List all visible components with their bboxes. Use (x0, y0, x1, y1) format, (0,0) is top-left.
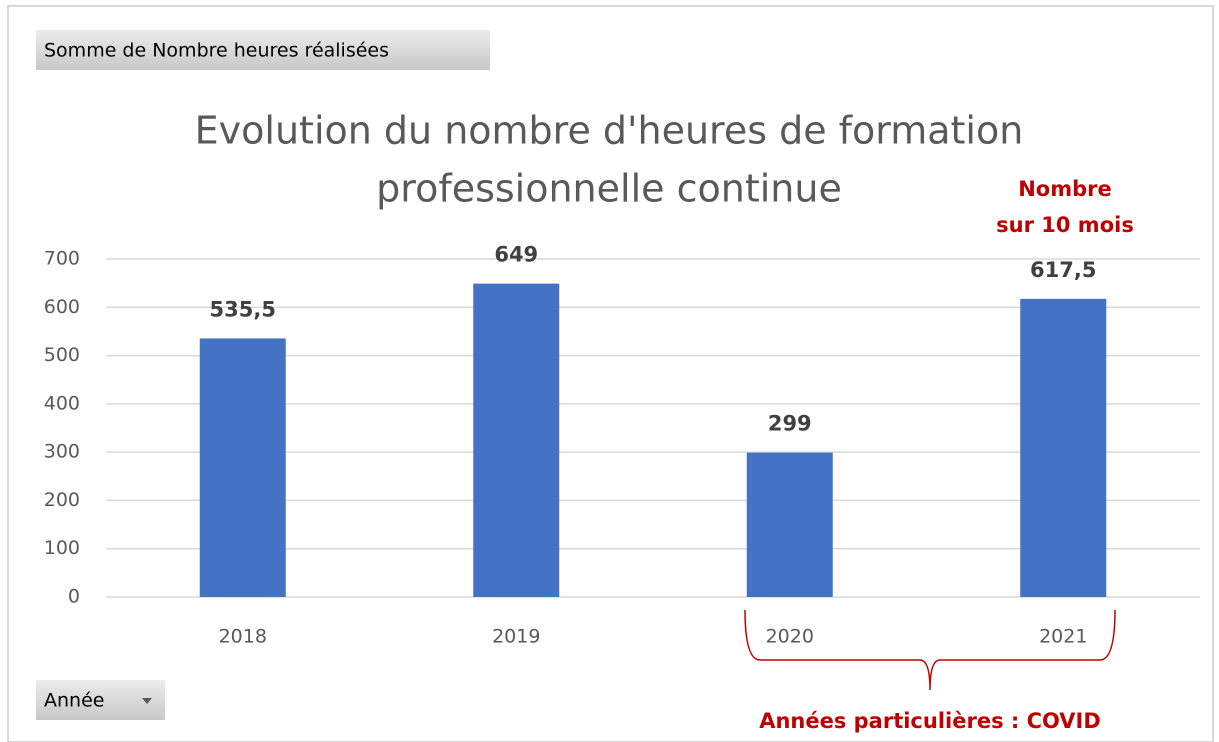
y-tick-label: 600 (44, 296, 80, 318)
axis-field-button[interactable] (36, 680, 165, 720)
bar (1020, 298, 1107, 597)
y-tick-label: 500 (44, 344, 80, 366)
y-tick-label: 200 (44, 489, 80, 511)
x-tick-label: 2018 (219, 626, 267, 648)
bar (473, 283, 560, 597)
data-label: 535,5 (210, 297, 276, 321)
data-label: 299 (768, 412, 812, 436)
x-tick-label: 2021 (1039, 626, 1087, 648)
y-tick-label: 300 (44, 441, 80, 463)
y-tick-label: 0 (68, 586, 80, 608)
annotation: Nombre (1018, 177, 1112, 201)
bar (746, 452, 833, 597)
value-field-button[interactable] (36, 30, 490, 70)
bar (199, 338, 286, 597)
value-field-label: Somme de Nombre heures réalisées (44, 40, 389, 62)
chart-title: professionnelle continue (376, 167, 842, 211)
brace (744, 609, 1116, 691)
axis-field-label: Année (44, 690, 104, 712)
x-tick-label: 2020 (766, 626, 814, 648)
chart-title: Evolution du nombre d'heures de formatio… (195, 109, 1024, 153)
y-tick-label: 100 (44, 537, 80, 559)
dropdown-arrow (142, 698, 152, 704)
x-tick-label: 2019 (492, 626, 540, 648)
data-label: 649 (494, 243, 538, 267)
y-tick-label: 700 (44, 248, 80, 270)
annotation: sur 10 mois (996, 213, 1134, 237)
data-label: 617,5 (1030, 258, 1096, 282)
y-tick-label: 400 (44, 392, 80, 414)
annotation: Années particulières : COVID (759, 709, 1101, 733)
